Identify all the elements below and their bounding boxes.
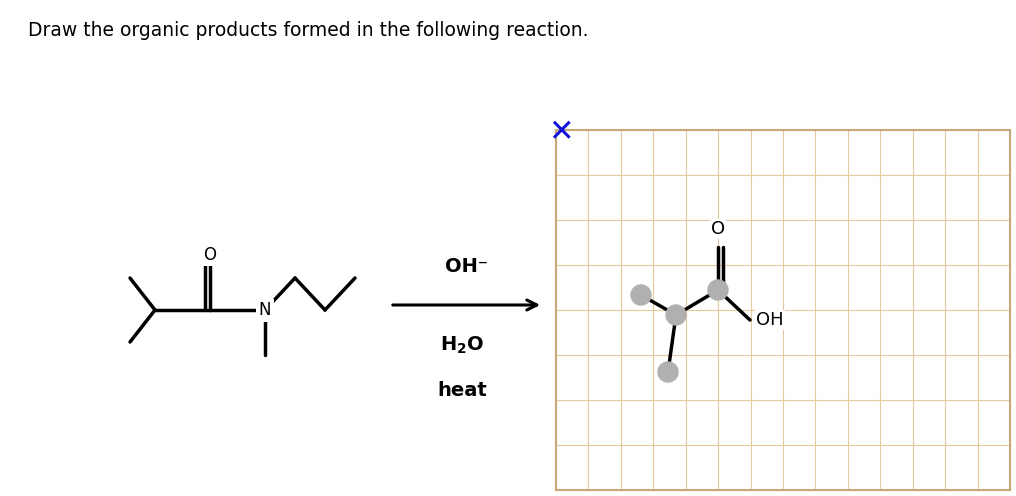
Text: ✕: ✕ — [549, 119, 574, 147]
Circle shape — [631, 285, 651, 305]
Text: O: O — [711, 220, 725, 238]
Text: O: O — [203, 246, 216, 264]
Text: Draw the organic products formed in the following reaction.: Draw the organic products formed in the … — [28, 21, 588, 40]
Circle shape — [658, 362, 678, 382]
Text: OH⁻: OH⁻ — [445, 257, 489, 276]
Text: OH: OH — [756, 311, 783, 329]
Circle shape — [708, 280, 728, 300]
Circle shape — [666, 305, 686, 325]
Text: $\mathbf{H_2O}$: $\mathbf{H_2O}$ — [440, 334, 484, 356]
Bar — [556, 130, 1010, 490]
Text: N: N — [259, 301, 271, 319]
Text: heat: heat — [437, 380, 487, 399]
Bar — [556, 130, 1010, 490]
